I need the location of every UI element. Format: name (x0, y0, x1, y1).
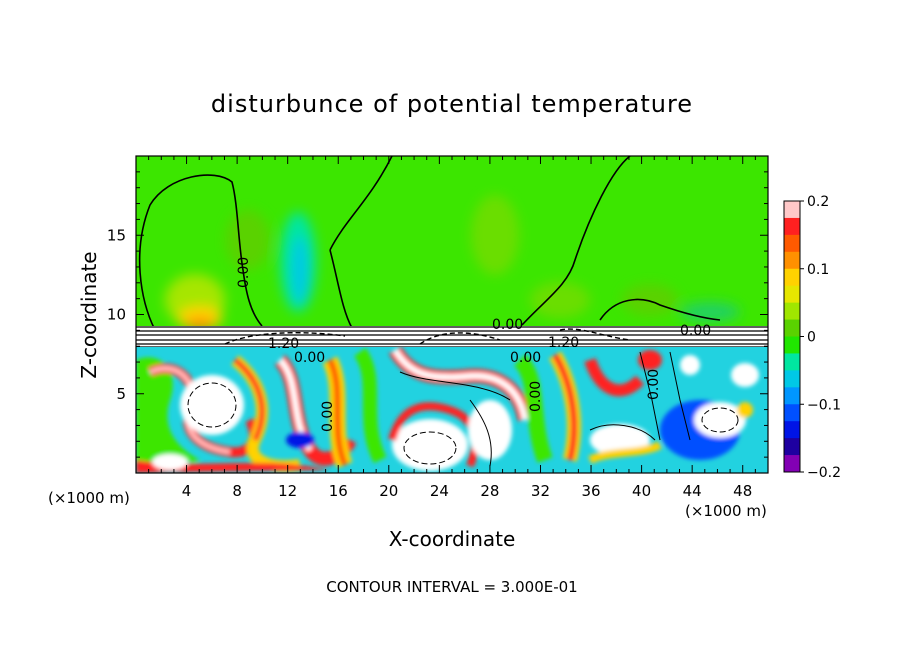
x-tick-label: 16 (329, 482, 348, 500)
x-unit-label: (×1000 m) (685, 502, 767, 520)
colorbar-tick-label: 0.1 (807, 262, 829, 278)
colorbar-swatch (784, 404, 800, 422)
interface-band (136, 326, 768, 348)
contour-label: 0.00 (320, 401, 336, 432)
colorbar-swatch (784, 455, 800, 473)
colorbar-swatch (784, 217, 800, 236)
colorbar-swatch (784, 201, 800, 219)
x-tick-label: 20 (379, 482, 398, 500)
colorbar-swatch (784, 438, 800, 456)
colorbar (783, 200, 801, 473)
y-tick-label: 15 (107, 226, 126, 244)
contour-label: 0.00 (646, 369, 662, 400)
plot-area: 0.00 0.00 0.00 0.00 0.00 0.00 0.00 0.00 … (136, 156, 768, 473)
y-unit-label: (×1000 m) (48, 489, 130, 507)
chart-title: disturbunce of potential temperature (211, 90, 693, 118)
x-tick-label: 48 (733, 482, 752, 500)
colorbar-ticks: 0.2 0.1 0 −0.1 −0.2 (800, 194, 841, 481)
contour-label: 0.00 (510, 350, 541, 366)
x-tick-label: 32 (531, 482, 550, 500)
colorbar-swatch (784, 285, 800, 304)
upper-contours (138, 156, 721, 331)
colorbar-swatch (784, 421, 800, 439)
contour-label: 0.00 (236, 257, 252, 288)
y-axis: 5 10 15 (107, 171, 768, 458)
colorbar-swatch (784, 353, 800, 371)
contour-labels: 0.00 0.00 0.00 0.00 0.00 0.00 0.00 0.00 … (236, 257, 711, 432)
colorbar-tick-label: −0.2 (807, 465, 841, 481)
x-axis-label: X-coordinate (389, 527, 516, 551)
contour-label: 0.00 (294, 350, 325, 366)
upper-field (165, 195, 740, 330)
x-tick-label: 28 (480, 482, 499, 500)
contour-label: 1.20 (548, 335, 579, 351)
colorbar-tick-label: 0 (807, 330, 816, 346)
x-tick-label: 8 (232, 482, 242, 500)
colorbar-swatch (784, 302, 800, 321)
x-tick-label: 40 (632, 482, 651, 500)
colorbar-swatch (784, 387, 800, 405)
x-axis: 4 8 12 16 20 24 28 32 36 40 44 48 (148, 156, 756, 500)
colorbar-swatch (784, 268, 800, 287)
colorbar-tick-label: −0.1 (807, 397, 841, 413)
colorbar-tick-label: 0.2 (807, 194, 829, 210)
y-tick-label: 5 (116, 385, 126, 403)
lower-field (136, 347, 768, 473)
x-tick-label: 12 (278, 482, 297, 500)
colorbar-swatch (784, 336, 800, 354)
colorbar-swatch (784, 251, 800, 270)
x-tick-label: 36 (581, 482, 600, 500)
contour-label: 0.00 (528, 381, 544, 412)
contour-label: 1.20 (268, 336, 299, 352)
x-tick-label: 4 (182, 482, 192, 500)
colorbar-swatch (784, 370, 800, 388)
colorbar-swatch (784, 319, 800, 337)
contour-label: 0.00 (492, 317, 523, 333)
y-tick-label: 10 (107, 306, 126, 324)
x-tick-label: 24 (430, 482, 449, 500)
contour-interval-caption: CONTOUR INTERVAL = 3.000E-01 (326, 578, 577, 596)
contour-label: 0.00 (680, 323, 711, 339)
colorbar-swatch (784, 234, 800, 253)
x-tick-label: 44 (683, 482, 702, 500)
y-axis-label: Z-coordinate (77, 251, 101, 378)
